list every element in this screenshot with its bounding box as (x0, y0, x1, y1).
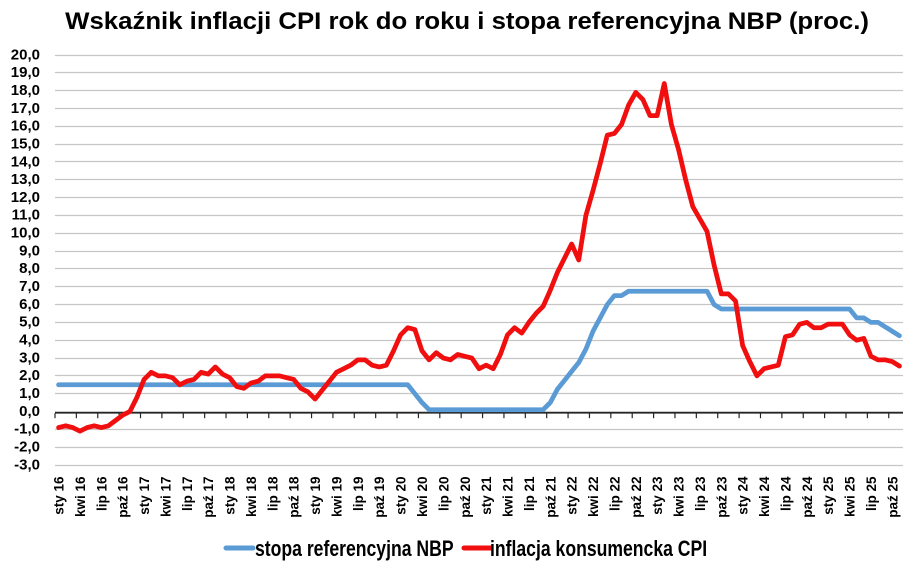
svg-text:kwi 20: kwi 20 (415, 477, 430, 518)
svg-text:lip 18: lip 18 (265, 476, 280, 511)
svg-text:12,0: 12,0 (11, 189, 40, 206)
svg-text:sty 24: sty 24 (736, 476, 751, 515)
svg-text:11,0: 11,0 (12, 207, 40, 224)
svg-text:lip 19: lip 19 (351, 477, 366, 512)
svg-text:paź 18: paź 18 (287, 476, 302, 518)
svg-text:0,0: 0,0 (19, 403, 40, 420)
svg-text:sty 16: sty 16 (52, 476, 67, 515)
svg-text:lip 25: lip 25 (864, 476, 879, 511)
svg-text:kwi 21: kwi 21 (501, 476, 516, 517)
svg-text:sty 19: sty 19 (308, 477, 323, 515)
svg-text:7,0: 7,0 (19, 278, 40, 295)
svg-text:kwi 18: kwi 18 (244, 476, 259, 517)
svg-text:sty 25: sty 25 (821, 476, 836, 515)
svg-text:sty 20: sty 20 (394, 477, 409, 515)
svg-text:5,0: 5,0 (19, 314, 40, 331)
svg-text:15,0: 15,0 (11, 135, 40, 152)
svg-text:kwi 17: kwi 17 (158, 477, 173, 518)
svg-text:3,0: 3,0 (19, 349, 40, 366)
svg-text:1,0: 1,0 (19, 385, 40, 402)
svg-text:paź 25: paź 25 (885, 476, 900, 518)
svg-text:lip 23: lip 23 (693, 476, 708, 511)
svg-text:lip 20: lip 20 (436, 477, 451, 512)
svg-text:lip 16: lip 16 (94, 476, 109, 511)
svg-text:16,0: 16,0 (11, 118, 40, 135)
svg-text:-1,0: -1,0 (14, 421, 40, 438)
svg-text:paź 19: paź 19 (372, 477, 387, 518)
svg-text:kwi 23: kwi 23 (672, 476, 687, 517)
svg-text:paź 21: paź 21 (543, 476, 558, 518)
svg-text:2,0: 2,0 (19, 367, 40, 384)
svg-text:paź 24: paź 24 (800, 476, 815, 518)
svg-text:sty 22: sty 22 (565, 477, 580, 515)
svg-text:18,0: 18,0 (11, 82, 40, 99)
svg-text:20,0: 20,0 (11, 46, 40, 63)
svg-text:kwi 25: kwi 25 (843, 476, 858, 517)
svg-text:kwi 24: kwi 24 (757, 476, 772, 517)
svg-text:sty 23: sty 23 (650, 476, 665, 515)
svg-text:8,0: 8,0 (19, 260, 40, 277)
svg-text:sty 21: sty 21 (479, 476, 494, 515)
svg-text:-2,0: -2,0 (14, 438, 40, 455)
svg-text:kwi 16: kwi 16 (73, 476, 88, 517)
svg-text:17,0: 17,0 (11, 100, 40, 117)
svg-text:6,0: 6,0 (19, 296, 40, 313)
svg-text:paź 17: paź 17 (201, 477, 216, 518)
svg-text:paź 20: paź 20 (458, 477, 473, 518)
svg-text:kwi 19: kwi 19 (329, 477, 344, 518)
svg-text:14,0: 14,0 (11, 153, 40, 170)
svg-text:lip 24: lip 24 (778, 476, 793, 511)
svg-text:13,0: 13,0 (11, 171, 40, 188)
svg-text:sty 17: sty 17 (137, 477, 152, 515)
svg-text:lip 21: lip 21 (522, 476, 537, 511)
svg-text:4,0: 4,0 (19, 332, 40, 349)
svg-text:19,0: 19,0 (11, 64, 40, 81)
svg-text:paź 23: paź 23 (714, 476, 729, 518)
svg-text:kwi 22: kwi 22 (586, 477, 601, 518)
svg-text:-3,0: -3,0 (14, 456, 40, 473)
svg-text:sty 18: sty 18 (223, 476, 238, 515)
svg-text:9,0: 9,0 (19, 242, 40, 259)
svg-text:paź 22: paź 22 (629, 477, 644, 518)
svg-text:lip 17: lip 17 (180, 477, 195, 512)
svg-text:10,0: 10,0 (11, 225, 40, 242)
svg-text:paź 16: paź 16 (116, 476, 131, 518)
svg-text:lip 22: lip 22 (607, 477, 622, 512)
